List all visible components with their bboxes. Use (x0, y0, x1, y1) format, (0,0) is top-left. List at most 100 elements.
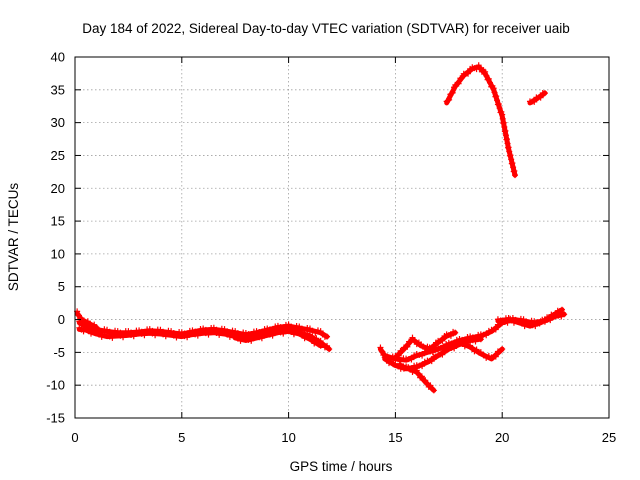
data-point (491, 89, 498, 96)
data-point (109, 334, 116, 341)
data-point (465, 70, 472, 77)
data-point (324, 342, 331, 349)
data-point (494, 316, 501, 323)
data-point (272, 328, 279, 335)
grid (75, 57, 609, 418)
data-point (152, 332, 159, 339)
data-point (120, 334, 127, 341)
y-tick-label: 10 (51, 246, 65, 261)
x-tick-label: 5 (178, 430, 185, 445)
data-point (184, 334, 191, 341)
y-tick-label: 20 (51, 181, 65, 196)
series-track-12 (526, 89, 548, 106)
data-point (430, 344, 437, 351)
data-point (411, 352, 418, 359)
data-point (248, 337, 255, 344)
data-point (413, 351, 420, 358)
y-tick-label: -15 (46, 411, 65, 426)
data-point (510, 164, 517, 171)
data-point (513, 317, 520, 324)
data-point (477, 349, 484, 356)
data-point (298, 332, 305, 339)
data-point (464, 341, 471, 348)
data-point (256, 334, 263, 341)
data-point (492, 326, 499, 333)
axis-ticks: 0 5 10 15 20 25 -15 -10 -5 0 5 10 15 20 25 30 35 40 (46, 50, 616, 446)
data-point (526, 321, 533, 328)
plot-frame (74, 56, 610, 419)
data-point (531, 98, 538, 105)
x-tick-label: 0 (71, 430, 78, 445)
data-point (472, 338, 479, 345)
y-tick-label: -5 (53, 345, 65, 360)
data-point (495, 100, 502, 107)
data-point (496, 105, 503, 112)
data-point (483, 332, 490, 339)
x-axis-label: GPS time / hours (290, 459, 393, 474)
data-point (443, 341, 450, 348)
data-point (449, 89, 456, 96)
data-point (446, 96, 453, 103)
data-point (427, 382, 434, 389)
data-point (377, 344, 384, 351)
data-point (512, 172, 519, 179)
y-tick-label: 15 (51, 214, 65, 229)
data-point (452, 329, 459, 336)
data-point (90, 328, 97, 335)
data-point (482, 68, 489, 75)
data-point (130, 333, 137, 340)
chart-title: Day 184 of 2022, Sidereal Day-to-day VTE… (82, 21, 569, 36)
data-point (125, 330, 132, 337)
data-point (541, 90, 548, 97)
data-point (296, 329, 303, 336)
data-point (532, 323, 539, 330)
series-track-4 (232, 326, 324, 349)
series-track-11 (443, 62, 519, 179)
data-point (493, 93, 500, 100)
series-track-9 (456, 337, 506, 362)
data-point (477, 336, 484, 343)
data-point (429, 349, 436, 356)
data-point (242, 335, 249, 342)
data-point (258, 335, 265, 342)
data-point (494, 97, 501, 104)
data-point (266, 331, 273, 338)
x-tick-label: 15 (388, 430, 402, 445)
data-point (261, 331, 268, 338)
data-point (264, 330, 271, 337)
data-point (424, 380, 431, 387)
data-point (561, 311, 568, 318)
data-point (439, 337, 446, 344)
data-point (541, 318, 548, 325)
y-tick-label: 40 (51, 50, 65, 65)
data-point (473, 66, 480, 73)
x-tick-label: 25 (602, 430, 616, 445)
data-point (419, 363, 426, 370)
data-point (194, 332, 201, 339)
data-point (408, 356, 415, 363)
series-track-3 (74, 308, 100, 331)
data-point (293, 328, 300, 335)
data-point (189, 330, 196, 337)
data-point (529, 322, 536, 329)
data-point (421, 358, 428, 365)
data-point (128, 331, 135, 338)
data-point (75, 312, 82, 319)
data-point (490, 85, 497, 92)
y-axis-label: SDTVAR / TECUs (6, 183, 21, 292)
data-point (178, 332, 185, 339)
data-point (500, 318, 507, 325)
data-point (416, 351, 423, 358)
data-point (508, 156, 515, 163)
data-point (274, 328, 281, 335)
data-point (477, 65, 484, 72)
data-point (439, 351, 446, 358)
data-point (411, 337, 418, 344)
y-tick-label: 5 (58, 279, 65, 294)
data-point (93, 324, 100, 331)
data-point (314, 327, 321, 334)
data-point (141, 332, 148, 339)
data-point (162, 333, 169, 340)
data-point (397, 358, 404, 365)
series-track-8 (392, 328, 459, 361)
